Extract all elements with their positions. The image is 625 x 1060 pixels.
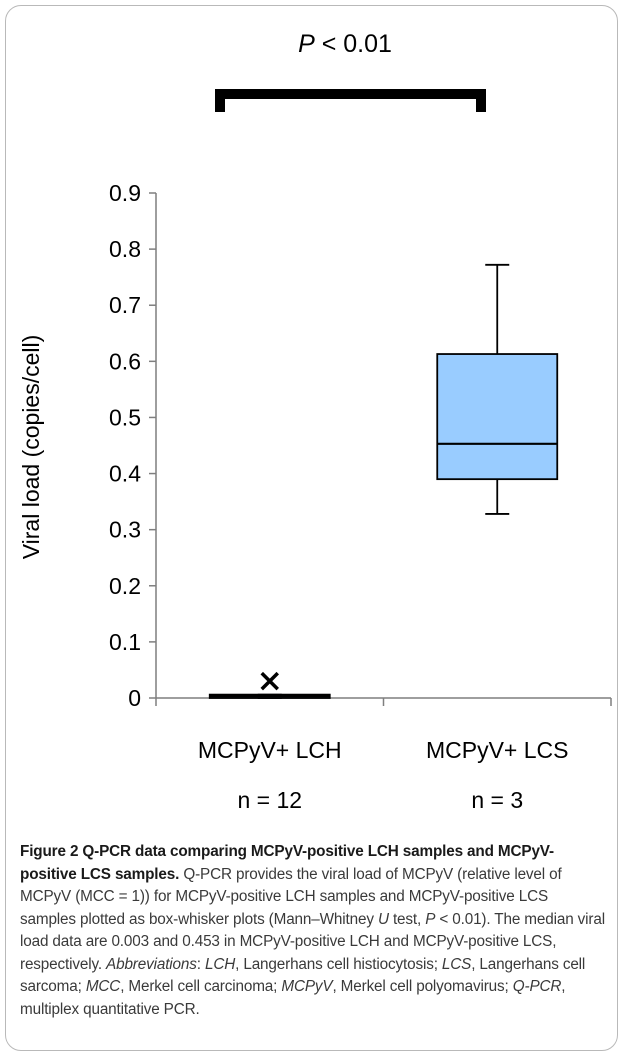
y-tick-label: 0.6 xyxy=(109,348,141,374)
caption-abbreviations-label: Abbreviations xyxy=(106,955,197,973)
significance-bracket xyxy=(215,89,486,112)
y-tick-label: 0 xyxy=(128,685,141,711)
abbrev-lch: LCH xyxy=(204,955,236,973)
abbrev-lcs: LCS xyxy=(441,955,472,973)
caption-text: , Langerhans cell histiocytosis; xyxy=(235,955,442,973)
y-tick-label: 0.5 xyxy=(109,404,141,430)
caption-text: , multiplex quantitative PCR. xyxy=(20,978,566,1018)
caption-text: , Merkel cell carcinoma; xyxy=(120,978,282,995)
caption-text: , Merkel cell polyomavirus; xyxy=(332,978,513,995)
caption-text: , Langerhans cell sarcoma; xyxy=(20,955,586,996)
box-2 xyxy=(436,263,559,515)
box-iqr xyxy=(436,353,559,481)
figure-frame: P < 0.01 Viral load (copies/cell) 0 0.1 0.… xyxy=(5,5,618,1051)
caption-text: < 0.01). The median viral load data are … xyxy=(20,910,605,973)
x-n-label: n = 3 xyxy=(471,787,523,813)
caption-text: : xyxy=(196,955,205,973)
x-category-label: MCPyV+ LCS xyxy=(426,737,569,763)
y-tick-label: 0.7 xyxy=(109,292,141,318)
box-1 xyxy=(208,671,331,699)
abbrev-mcpyv: MCPyV xyxy=(281,978,333,995)
significance-label: P < 0.01 xyxy=(298,30,392,58)
abbrev-qpcr: Q-PCR xyxy=(512,978,562,995)
caption-u: U xyxy=(377,910,389,928)
caption-p: P xyxy=(425,910,436,928)
caption-title: Figure 2 Q-PCR data comparing MCPyV-posi… xyxy=(20,843,554,883)
y-tick-label: 0.8 xyxy=(109,236,141,262)
y-tick-label: 0.1 xyxy=(109,629,141,655)
y-tick-label: 0.3 xyxy=(109,517,141,543)
box-plot-chart: P < 0.01 Viral load (copies/cell) 0 0.1 0.… xyxy=(18,30,612,813)
figure-caption: Figure 2 Q-PCR data comparing MCPyV-posi… xyxy=(20,841,606,1021)
y-tick-label: 0.4 xyxy=(109,461,141,487)
x-n-label: n = 12 xyxy=(237,787,302,813)
caption-text: test, xyxy=(388,910,426,928)
y-tick-label: 0.9 xyxy=(109,180,141,206)
abbrev-mcc: MCC xyxy=(85,978,121,995)
y-tick-label: 0.2 xyxy=(109,573,141,599)
caption-text: Q-PCR provides the viral load of MCPyV (… xyxy=(20,865,562,928)
y-axis-label: Viral load (copies/cell) xyxy=(18,335,44,560)
x-category-label: MCPyV+ LCH xyxy=(198,737,342,763)
outlier-marker xyxy=(260,671,279,691)
